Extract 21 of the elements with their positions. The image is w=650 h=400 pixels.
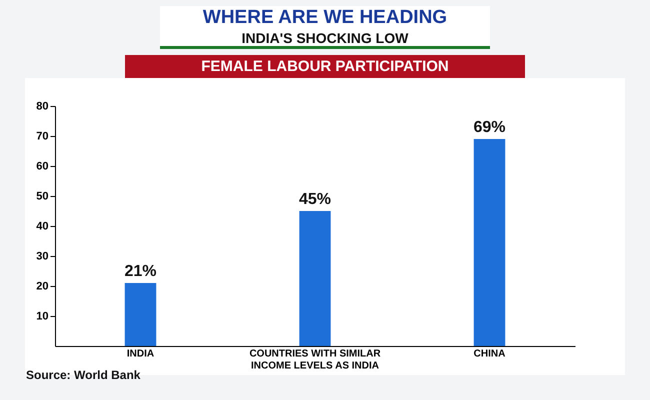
data-label: 45% [298,191,332,208]
x-tick-label: COUNTRIES WITH SIMILAR INCOME LEVELS AS INDIA [249,348,382,372]
bar [299,211,331,346]
y-tick-label: 70 [36,130,48,142]
chart-title: WHERE ARE WE HEADING [202,6,448,30]
y-tick-label: 10 [36,310,48,322]
y-tick-label: 60 [36,160,48,172]
y-tick-label: 40 [36,220,48,232]
x-tick-label: CHINA [474,348,506,360]
x-tick-label: INDIA [126,348,154,360]
bar [124,283,156,346]
y-tick-label: 30 [36,250,48,262]
data-label: 69% [473,119,506,136]
data-label: 21% [124,263,157,280]
y-tick-label: 20 [36,280,48,292]
chart-subtitle: INDIA'S SHOCKING LOW [240,30,410,46]
source-note: Source: World Bank [26,368,140,382]
bar [474,139,506,346]
text: FEMALE LABOUR PARTICIPATION [125,55,525,78]
y-tick-label: 80 [36,100,48,112]
y-tick-label: 50 [36,190,48,202]
